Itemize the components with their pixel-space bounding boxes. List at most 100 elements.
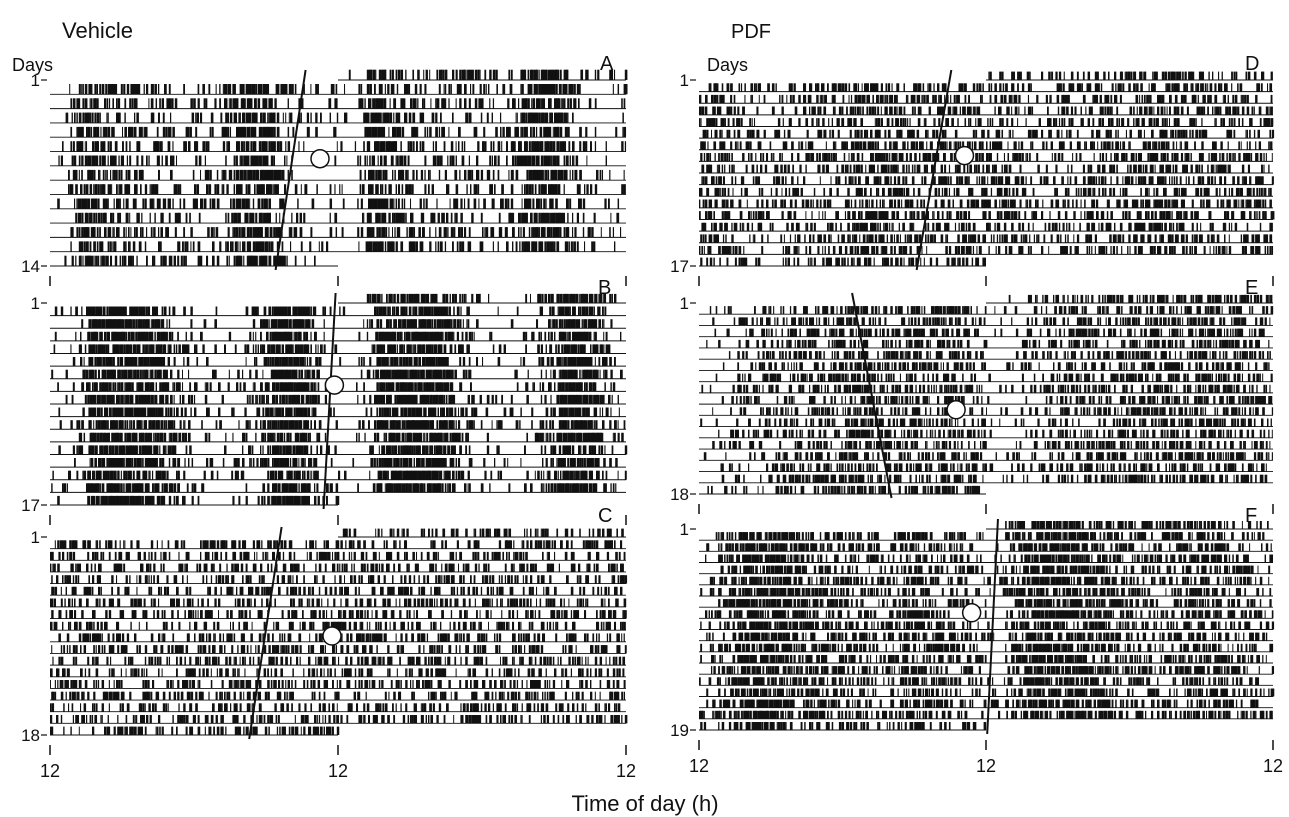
activity-bar xyxy=(379,127,382,137)
activity-bar xyxy=(464,70,466,80)
activity-bar xyxy=(308,408,310,417)
activity-bar xyxy=(159,382,162,391)
activity-bar xyxy=(273,344,275,353)
activity-bar xyxy=(66,113,69,123)
activity-bar xyxy=(364,433,365,442)
activity-bar xyxy=(590,382,592,391)
activity-bar xyxy=(453,227,455,237)
day-label-last: 14 xyxy=(21,257,40,276)
activity-bar xyxy=(109,227,110,237)
activity-bar xyxy=(384,141,386,151)
activity-bar xyxy=(174,307,176,316)
activity-bar xyxy=(308,433,309,442)
activity-bar xyxy=(442,395,443,404)
activity-bar xyxy=(564,382,565,391)
activity-bar xyxy=(86,84,87,94)
activity-bar xyxy=(438,332,439,341)
activity-bar xyxy=(544,445,546,454)
activity-bar xyxy=(228,382,230,391)
activity-bar xyxy=(285,420,286,429)
activity-bar xyxy=(80,199,81,209)
activity-bar xyxy=(133,382,134,391)
activity-bar xyxy=(361,98,364,108)
activity-bar xyxy=(566,127,567,137)
activity-bar xyxy=(133,256,134,266)
activity-bar xyxy=(100,307,102,316)
activity-bar xyxy=(526,98,527,108)
activity-bar xyxy=(236,227,238,237)
activity-bar xyxy=(385,307,387,316)
activity-bar xyxy=(554,213,555,223)
activity-bar xyxy=(85,370,86,379)
activity-bar xyxy=(86,141,87,151)
activity-bar xyxy=(97,184,98,194)
activity-bar xyxy=(607,408,609,417)
activity-bar xyxy=(165,420,167,429)
activity-bar xyxy=(315,382,316,391)
activity-bar xyxy=(393,213,395,223)
activity-bar xyxy=(296,420,298,429)
activity-bar xyxy=(120,370,121,379)
activity-bar xyxy=(528,241,531,251)
activity-bar xyxy=(577,420,580,429)
activity-bar xyxy=(213,199,215,209)
activity-bar xyxy=(386,433,387,442)
activity-bar xyxy=(170,256,172,266)
activity-bar xyxy=(157,141,159,151)
activity-bar xyxy=(222,395,224,404)
activity-bar xyxy=(378,319,380,328)
activity-bar xyxy=(560,70,562,80)
activity-bar xyxy=(429,170,431,180)
activity-bar xyxy=(511,408,514,417)
activity-bar xyxy=(271,184,273,194)
activity-bar xyxy=(91,199,92,209)
activity-bar xyxy=(526,395,529,404)
activity-bar xyxy=(194,98,196,108)
activity-bar xyxy=(145,319,146,328)
vehicle-title: Vehicle xyxy=(62,18,133,43)
activity-bar xyxy=(396,199,398,209)
activity-bar xyxy=(93,170,95,180)
activity-bar xyxy=(368,370,370,379)
activity-bar xyxy=(247,395,249,404)
activity-bar xyxy=(500,420,503,429)
activity-bar xyxy=(553,70,554,80)
activity-bar xyxy=(421,199,422,209)
activity-bar xyxy=(409,332,411,341)
activity-bar xyxy=(127,420,128,429)
activity-bar xyxy=(146,307,147,316)
activity-bar xyxy=(249,113,251,123)
activity-bar xyxy=(564,70,565,80)
activity-bar xyxy=(255,127,256,137)
activity-bar xyxy=(374,156,375,166)
activity-bar xyxy=(214,344,216,353)
activity-bar xyxy=(247,420,249,429)
activity-bar xyxy=(139,84,140,94)
activity-bar xyxy=(90,113,92,123)
activity-bar xyxy=(164,199,166,209)
activity-bar xyxy=(591,357,592,366)
activity-bar xyxy=(512,213,514,223)
activity-bar xyxy=(75,332,76,341)
activity-bar xyxy=(271,113,272,123)
activity-bar xyxy=(586,294,588,303)
activity-bar xyxy=(226,113,227,123)
activity-bar xyxy=(420,370,421,379)
activity-bar xyxy=(74,156,76,166)
activity-bar xyxy=(272,408,274,417)
activity-bar xyxy=(291,213,292,223)
activity-bar xyxy=(99,458,101,467)
activity-bar xyxy=(109,127,110,137)
activity-bar xyxy=(249,199,250,209)
activity-bar xyxy=(568,433,569,442)
activity-bar xyxy=(526,127,527,137)
activity-bar xyxy=(438,98,440,108)
activity-bar xyxy=(66,395,68,404)
activity-bar xyxy=(530,184,531,194)
activity-bar xyxy=(91,344,92,353)
activity-bar xyxy=(225,98,226,108)
activity-bar xyxy=(532,382,533,391)
activity-bar xyxy=(85,344,86,353)
activity-bar xyxy=(140,227,141,237)
activity-bar xyxy=(541,395,542,404)
